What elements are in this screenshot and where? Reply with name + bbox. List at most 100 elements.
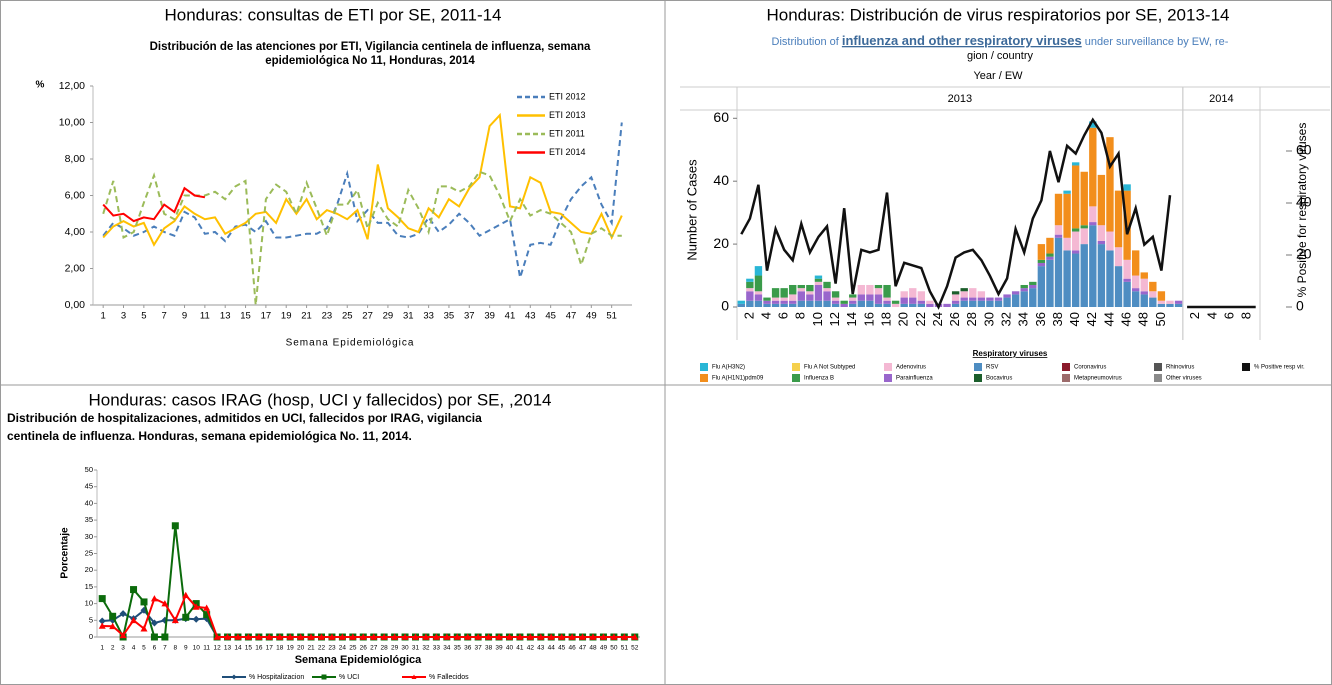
legend-marker [231, 674, 237, 680]
x-tick-label: 41 [505, 311, 516, 322]
bar-segment [789, 300, 797, 304]
legend-swatch [974, 374, 982, 382]
bar-segment [1071, 253, 1080, 307]
group-label: 2013 [948, 93, 972, 105]
x-tick-label: 12 [827, 312, 842, 326]
bar-segment [1080, 228, 1088, 245]
marker [516, 633, 524, 640]
marker [192, 603, 200, 610]
bar-segment [1029, 288, 1037, 307]
bar-segment [754, 275, 763, 292]
y-tick-label: 45 [85, 482, 93, 491]
bar-segment [943, 303, 951, 307]
bar-segment [1063, 193, 1071, 238]
legend-label: ETI 2014 [549, 147, 586, 157]
bar-segment [806, 300, 814, 307]
legend-swatch [1154, 374, 1162, 382]
bar-segment [1097, 240, 1106, 245]
x-tick-label: 42 [527, 645, 535, 652]
x-tick-label: 30 [981, 312, 996, 326]
marker [119, 610, 127, 618]
bar-segment [1063, 190, 1071, 194]
bar-segment [977, 300, 986, 307]
bar-segment [1140, 294, 1148, 307]
bar-segment [874, 303, 883, 307]
y2-tick-label: 0 [1296, 298, 1304, 314]
bar-segment [1097, 225, 1106, 241]
x-tick-label: 39 [484, 311, 495, 322]
bar-segment [1071, 250, 1080, 254]
x-tick-label: 32 [999, 312, 1014, 326]
bar-segment [977, 291, 986, 298]
x-tick-label: 17 [266, 645, 274, 652]
bar-segment [831, 303, 840, 307]
legend-label: RSV [986, 365, 998, 371]
bar-segment [1037, 244, 1046, 260]
legend-label: % Hospitalizacion [249, 674, 304, 681]
chart-subtitle: centinela de influenza. Honduras, semana… [7, 429, 412, 443]
x-tick-label: 15 [245, 645, 253, 652]
bar-segment [737, 303, 745, 307]
y-tick-label: 0 [721, 298, 729, 314]
x-tick-label: 2 [741, 312, 756, 319]
x-tick-label: 43 [537, 645, 545, 652]
x-tick-label: 10 [810, 312, 825, 326]
bar-segment [1123, 184, 1131, 191]
bar-segment [849, 300, 857, 304]
x-tick-label: 31 [403, 311, 414, 322]
bar-segment [806, 294, 814, 301]
bar-segment [909, 297, 917, 304]
marker [422, 633, 430, 640]
x-tick-label: 34 [443, 645, 451, 652]
bar-segment [1140, 278, 1148, 292]
x-tick-label: 8 [1239, 312, 1254, 319]
x-tick-label: 25 [342, 311, 353, 322]
x-tick-label: 49 [600, 645, 608, 652]
bar-segment [746, 291, 754, 301]
bar-segment [823, 288, 831, 292]
marker [432, 633, 440, 640]
marker [297, 633, 305, 640]
bar-segment [917, 303, 926, 307]
bar-segment [994, 297, 1003, 301]
bar-segment [806, 284, 814, 292]
x-tick-label: 4 [1204, 312, 1219, 319]
marker [620, 633, 628, 640]
bar-segment [1089, 127, 1097, 207]
bar-segment [1140, 272, 1148, 279]
bar-segment [746, 288, 754, 292]
legend-swatch [1062, 374, 1070, 382]
x-tick-label: 32 [422, 645, 430, 652]
bar-segment [874, 288, 883, 295]
bar-segment [840, 303, 848, 307]
bar-segment [1106, 231, 1114, 251]
bar-segment [1037, 262, 1046, 267]
group-label: 2014 [1209, 93, 1233, 105]
marker [558, 633, 566, 640]
marker [109, 622, 117, 630]
bar-segment [780, 303, 788, 307]
marker [140, 625, 148, 632]
x-tick-label: 18 [878, 312, 893, 326]
bar-segment [1089, 206, 1097, 223]
bar-segment [1089, 225, 1097, 307]
bar-segment [883, 284, 891, 298]
x-tick-label: 42 [1084, 312, 1099, 326]
bar-segment [797, 288, 805, 292]
x-tick-label: 4 [132, 645, 136, 652]
legend-label: % Positive resp vir. [1254, 365, 1305, 371]
marker [182, 591, 190, 599]
marker [150, 633, 158, 641]
marker [453, 633, 461, 640]
bar-segment [814, 300, 823, 307]
bar-segment [1149, 281, 1157, 292]
legend-label: Metapneumovirus [1074, 376, 1122, 382]
bar-segment [951, 303, 960, 307]
legend-swatch [792, 363, 800, 371]
bar-segment [849, 303, 857, 307]
bar-segment [857, 294, 866, 301]
bar-segment [1054, 193, 1063, 226]
marker [547, 633, 555, 640]
x-tick-label: 2 [1187, 312, 1202, 319]
bar-segment [763, 303, 771, 307]
